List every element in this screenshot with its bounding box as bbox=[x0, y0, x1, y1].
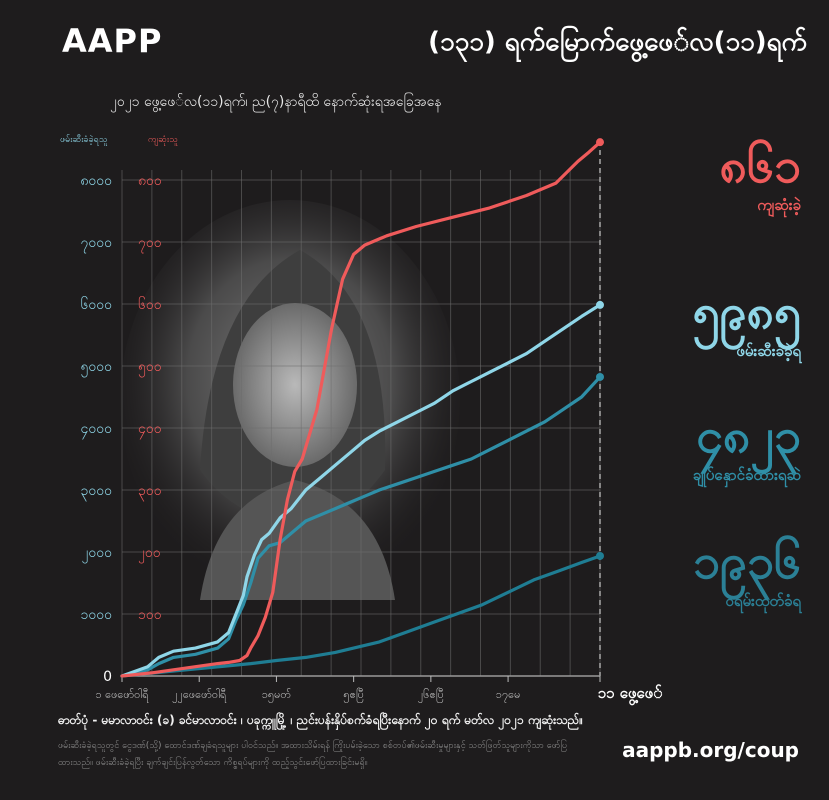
right-tick-label: ၇၀၀ bbox=[138, 235, 162, 253]
stat-warrant: ၁၉၃၆ ဝရမ်းထုတ်ခံရ bbox=[693, 538, 801, 614]
x-tick-label: ၂၆ဧပြီ bbox=[418, 688, 444, 703]
series-line-arrested bbox=[120, 303, 602, 678]
x-tick-label: ၁၁ ဖွေ့ဖေ် bbox=[598, 683, 663, 706]
stat-warrant-label: ဝရမ်းထုတ်ခံရ bbox=[725, 592, 801, 610]
left-axis-label: ဖမ်းဆီးခံခဲ့ရသူ bbox=[60, 134, 108, 146]
stat-detained: ၄၈၂၃ ချုပ်နှောင်ခံထားရဆဲ bbox=[693, 412, 801, 488]
subtitle: ၂၀၂၁ ဖွေ့ဖေ်လ(၁၁)ရက်၊ ည(၇)နာရီထိ နောက်ဆု… bbox=[110, 94, 442, 110]
stat-warrant-number: ၁၉၃၆ bbox=[693, 534, 801, 590]
series-end-point-arrested bbox=[596, 300, 604, 309]
website-link[interactable]: aappb.org/coup bbox=[622, 738, 799, 762]
headline: (၁၃၁) ရက်မြောက်ဖွေ့ဖေ်လ(၁၁)ရက် bbox=[428, 27, 807, 57]
series-line-detained bbox=[120, 375, 602, 678]
right-tick-label: ၆၀၀ bbox=[138, 297, 162, 313]
left-tick-label: ၈၀၀၀ bbox=[80, 173, 112, 189]
left-tick-label: ၂၀၀၀ bbox=[81, 545, 112, 563]
x-tick-label: ၅ဧပြီ bbox=[343, 688, 364, 703]
line-chart: ဖမ်းဆီးခံခဲ့ရသူ ကျဆုံးသူ 0 ၁၀၀၀ ၂၀၀၀ ၃၀၀၀ ၄၀၀၀… bbox=[60, 134, 663, 706]
left-tick-label: ၄၀၀၀ bbox=[81, 421, 113, 439]
right-tick-label: ၂၀၀ bbox=[138, 545, 161, 563]
stat-detained-label: ချုပ်နှောင်ခံထားရဆဲ bbox=[692, 466, 801, 484]
x-tick-label: ၁ ဖေဖော်ဝါရီ bbox=[95, 688, 149, 703]
right-tick-label: ၁၀၀ bbox=[138, 607, 162, 623]
stat-killed: ၈၆၁ ကျဆုံးခဲ့ bbox=[720, 142, 801, 218]
left-tick-label: ၃၀၀၀ bbox=[81, 483, 113, 501]
left-tick-label: 0 bbox=[103, 669, 112, 685]
stat-detained-number: ၄၈၂၃ bbox=[696, 408, 801, 464]
left-tick-label: ၅၀၀၀ bbox=[81, 359, 113, 377]
series-end-point-detained bbox=[596, 372, 604, 381]
stat-arrested: ၅၉၈၅ ဖမ်းဆီးခံခဲ့ရ bbox=[693, 288, 801, 364]
stat-arrested-label: ဖမ်းဆီးခံခဲ့ရ bbox=[736, 342, 801, 360]
x-tick-label: ၂၂ဖေဖော်ဝါရီ bbox=[172, 688, 227, 703]
right-tick-label: ၈၀၀ bbox=[138, 173, 162, 189]
footnote: ဖမ်းဆီးခံခဲ့ရသူတွင် ငွေဒဏ်(သို့) ထောင်ဒဏ… bbox=[58, 741, 568, 768]
x-tick-label: ၁၇မေ bbox=[496, 688, 521, 703]
brand-logo: AAPP bbox=[62, 22, 163, 60]
photo-credit: ဓာတ်ပုံ - မမာလာဝင်း (ခ) ခင်မာလာဝင်း ၊ ပခ… bbox=[58, 713, 583, 727]
series-end-point-warrant bbox=[596, 551, 604, 560]
right-axis-label: ကျဆုံးသူ bbox=[148, 135, 178, 146]
x-tick-label: ၁၅မတ် bbox=[262, 688, 292, 703]
series-end-point-killed bbox=[596, 138, 604, 147]
stat-arrested-number: ၅၉၈၅ bbox=[692, 284, 801, 340]
stat-killed-label: ကျဆုံးခဲ့ bbox=[757, 196, 801, 214]
right-tick-label: ၄၀၀ bbox=[138, 421, 162, 439]
left-tick-label: ၇၀၀၀ bbox=[81, 235, 113, 253]
stat-killed-number: ၈၆၁ bbox=[719, 138, 801, 194]
portrait-photo bbox=[120, 200, 460, 600]
right-tick-label: ၅၀၀ bbox=[138, 359, 162, 377]
left-tick-label: ၁၀၀၀ bbox=[81, 607, 113, 623]
left-tick-label: ၆၀၀၀ bbox=[81, 297, 113, 313]
right-tick-label: ၃၀၀ bbox=[138, 483, 162, 501]
series-line-killed bbox=[120, 140, 602, 678]
series-line-warrant bbox=[120, 554, 602, 678]
